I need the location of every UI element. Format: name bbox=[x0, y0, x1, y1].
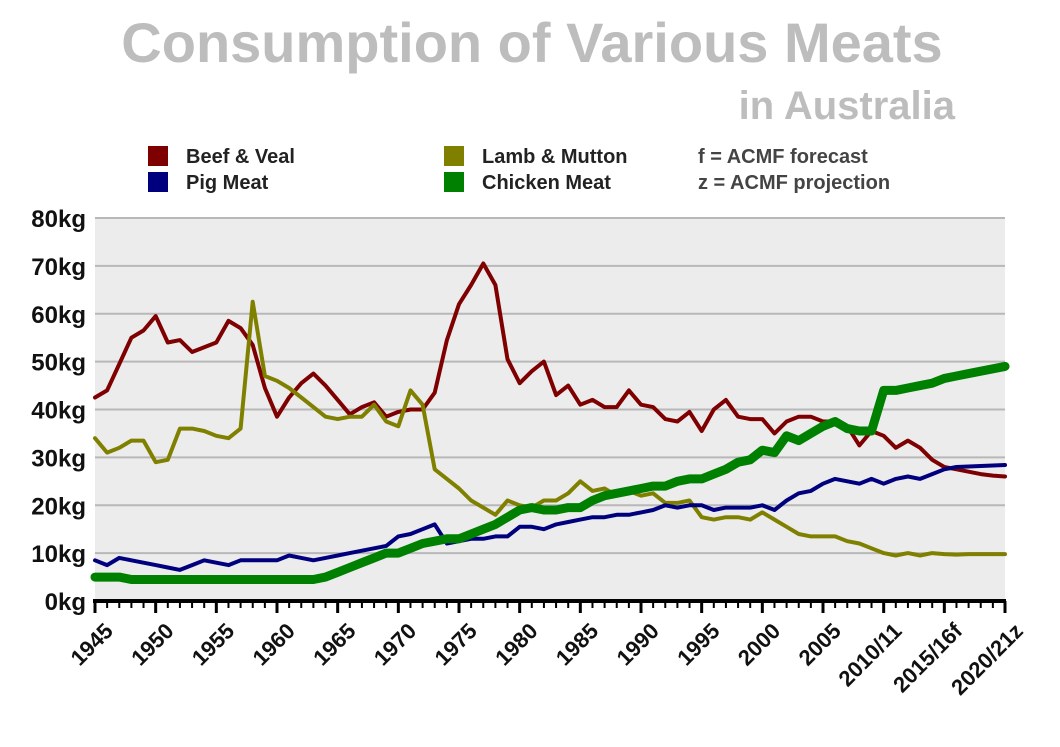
x-tick-label: 1995 bbox=[672, 618, 724, 670]
x-tick-label: 1955 bbox=[187, 618, 239, 670]
x-tick-label: 1980 bbox=[490, 618, 542, 670]
x-tick-label: 1945 bbox=[66, 618, 118, 670]
note-forecast: f = ACMF forecast bbox=[698, 146, 868, 168]
x-tick-label: 2005 bbox=[794, 618, 846, 670]
x-tick-label: 1975 bbox=[430, 618, 482, 670]
y-tick-label: 20kg bbox=[31, 493, 86, 520]
legend-swatch-chicken-meat bbox=[444, 172, 464, 192]
x-tick-label: 1985 bbox=[551, 618, 603, 670]
series-line-beef-veal bbox=[93, 261, 1007, 479]
x-tick-label: 1965 bbox=[308, 618, 360, 670]
y-tick-label: 60kg bbox=[31, 302, 86, 329]
legend-swatch-pig-meat bbox=[148, 172, 168, 192]
legend-swatch-beef-veal bbox=[148, 146, 168, 166]
x-axis-ticks: 1945 1950 1955 1960 1965 1970 1975 1980 1985 1990… bbox=[66, 601, 1028, 700]
series-line-chicken-meat bbox=[90, 361, 1010, 584]
note-projection: z = ACMF projection bbox=[698, 172, 890, 194]
series-lines bbox=[90, 261, 1010, 584]
series-line-pig-meat bbox=[93, 463, 1007, 572]
y-tick-label: 40kg bbox=[31, 398, 86, 425]
x-tick-label: 2000 bbox=[733, 618, 785, 670]
series-line-lamb-mutton bbox=[93, 299, 1007, 558]
x-tick-label: 1970 bbox=[369, 618, 421, 670]
legend-label-pig-meat: Pig Meat bbox=[186, 172, 269, 194]
y-tick-label: 80kg bbox=[31, 206, 86, 233]
legend-label-chicken-meat: Chicken Meat bbox=[482, 172, 611, 194]
y-axis-ticks: 0kg 10kg 20kg 30kg 40kg 50kg 60kg 70kg 80kg bbox=[31, 206, 86, 616]
y-tick-label: 0kg bbox=[45, 589, 86, 616]
legend-label-lamb-mutton: Lamb & Mutton bbox=[482, 146, 628, 168]
y-tick-label: 30kg bbox=[31, 445, 86, 472]
gridlines bbox=[95, 217, 1005, 555]
legend-label-beef-veal: Beef & Veal bbox=[186, 146, 295, 168]
y-tick-label: 70kg bbox=[31, 254, 86, 281]
x-tick-label: 1950 bbox=[126, 618, 178, 670]
y-tick-label: 50kg bbox=[31, 350, 86, 377]
y-tick-label: 10kg bbox=[31, 541, 86, 568]
x-tick-label: 1990 bbox=[612, 618, 664, 670]
chart-title: Consumption of Various Meats bbox=[121, 11, 942, 74]
x-tick-label: 1960 bbox=[248, 618, 300, 670]
legend: Beef & Veal Pig Meat Lamb & Mutton Chick… bbox=[148, 146, 890, 194]
chart-subtitle: in Australia bbox=[739, 84, 956, 128]
legend-swatch-lamb-mutton bbox=[444, 146, 464, 166]
